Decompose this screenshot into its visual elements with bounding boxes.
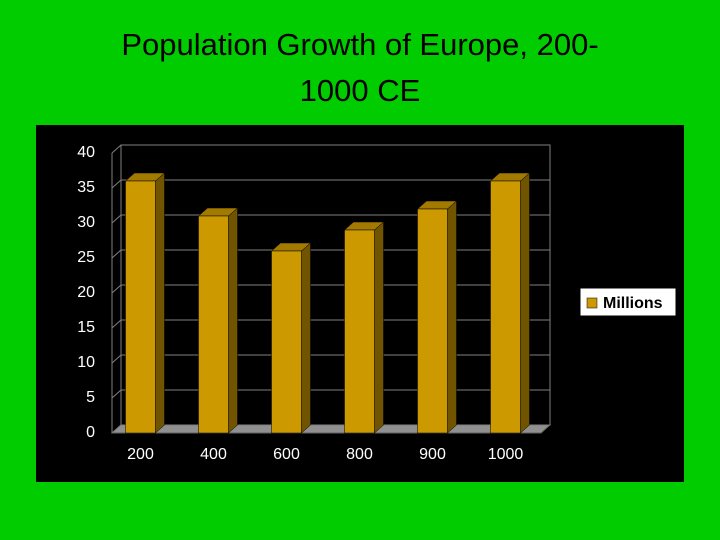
bar-face [417, 208, 448, 434]
bar-face [271, 250, 302, 434]
x-tick-label: 900 [419, 446, 446, 463]
bar [489, 172, 531, 434]
grid-line [111, 144, 550, 154]
grid-line [111, 284, 550, 294]
y-tick-label: 5 [86, 389, 95, 406]
y-tick-label: 0 [86, 424, 95, 441]
chart-title: Population Growth of Europe, 200-1000 CE [121, 27, 599, 108]
grid-line [111, 319, 550, 329]
bar [270, 242, 312, 434]
y-tick-label: 10 [77, 354, 95, 371]
x-tick-label: 600 [273, 446, 300, 463]
bar-face [198, 215, 229, 434]
bar-face [125, 180, 156, 434]
bar [416, 200, 458, 434]
bar [343, 221, 385, 434]
bar [197, 207, 239, 434]
grid-line [111, 424, 550, 434]
bar-face [228, 207, 238, 434]
y-tick-label: 40 [77, 144, 95, 161]
bar-face [520, 172, 530, 434]
y-tick-label: 20 [77, 284, 95, 301]
x-tick-label: 200 [127, 446, 154, 463]
bar [124, 172, 166, 434]
y-tick-label: 25 [77, 249, 95, 266]
bar-face [374, 221, 384, 434]
y-tick-label: 15 [77, 319, 95, 336]
plot-floor [110, 424, 552, 434]
x-tick-label: 400 [200, 446, 227, 463]
y-tick-label: 30 [77, 214, 95, 231]
bar-face [155, 172, 165, 434]
grid-line [111, 354, 550, 364]
bar-face [447, 200, 457, 434]
x-tick-label: 1000 [488, 446, 524, 463]
bar-face [490, 180, 521, 434]
bar-face [344, 229, 375, 434]
grid-line [111, 179, 550, 189]
y-tick-label: 35 [77, 179, 95, 196]
grid-line [111, 249, 550, 259]
grid-line [111, 214, 550, 224]
grid-line [111, 389, 550, 399]
bar-face [301, 242, 311, 434]
legend-label: Millions [603, 295, 663, 312]
x-tick-label: 800 [346, 446, 373, 463]
legend-swatch [586, 297, 598, 309]
